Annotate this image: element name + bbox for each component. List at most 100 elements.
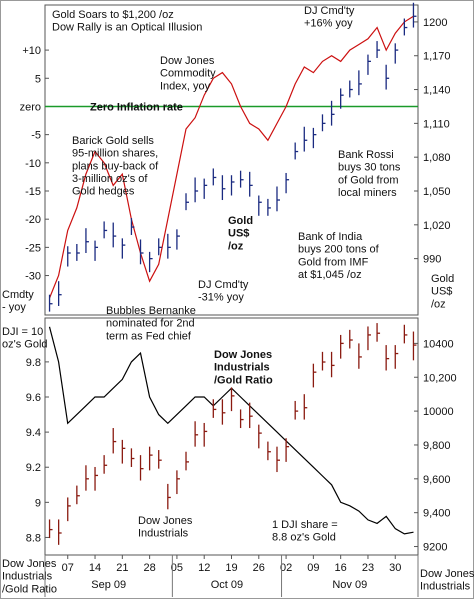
text-line: +16% yoy [304, 18, 353, 30]
y-tick-label: 9.2 [26, 462, 41, 474]
y-tick-label: zero [20, 101, 41, 113]
y2-tick-label: 990 [423, 254, 441, 266]
y-tick-label: 8.8 [26, 532, 41, 544]
y2-tick-label: 9200 [423, 542, 447, 554]
x-tick-label: 26 [253, 562, 265, 574]
series-label: Dow Jones Commodity Index, yoy [160, 55, 216, 92]
y-tick-label: 9.6 [26, 392, 41, 404]
text-line: /Gold Ratio [214, 374, 273, 386]
y-tick-label: -10 [25, 158, 41, 170]
x-tick-label: 05 [171, 562, 183, 574]
y2-axis-label: Dow Jones Industrials [420, 568, 474, 593]
annotation: Bank of India buys 200 tons of Gold from I… [298, 231, 380, 281]
annotation: Barick Gold sells 95-million shares, plans… [72, 135, 159, 198]
y-axis-label: Cmdty - yoy [2, 289, 34, 314]
text-line: /Gold Ratio [2, 583, 57, 595]
y2-tick-label: 1200 [423, 17, 447, 29]
text-line: Commodity [160, 68, 216, 80]
zero-line-label: Zero Inflation rate [90, 101, 183, 113]
y2-tick-label: 1,050 [423, 186, 451, 198]
x-tick-label: 30 [389, 562, 401, 574]
text-line: Dow Jones [420, 568, 474, 580]
text-line: 1 DJI share = [272, 519, 338, 531]
y-tick-label: -25 [25, 242, 41, 254]
text-line: Industrials [420, 581, 471, 593]
x-tick-label: 07 [62, 562, 74, 574]
x-tick-label: 28 [143, 562, 155, 574]
series-line [48, 15, 414, 299]
text-line: Dow Rally is an Optical Illusion [52, 22, 202, 34]
series-label: Gold US$/oz [228, 215, 253, 252]
text-line: Bubbles Bernanke [106, 305, 196, 317]
text-line: Bank of India [298, 231, 363, 243]
text-line: buys 30 tons [338, 162, 401, 174]
text-line: Gold [431, 273, 454, 285]
text-line: at $1,045 /oz [298, 269, 362, 281]
text-line: Industrials [138, 528, 189, 540]
month-label: Oct 09 [211, 579, 243, 591]
text-line: oz's Gold [2, 339, 48, 351]
text-line: nominated for 2nd [106, 318, 195, 330]
chart-title: Gold Soars to $1,200 /oz Dow Rally is an … [52, 9, 202, 34]
month-label: Nov 09 [332, 579, 367, 591]
text-line: local miners [338, 187, 397, 199]
y-tick-label: 9 [35, 497, 41, 509]
text-line: Industrials [2, 571, 53, 583]
text-line: Barick Gold sells [72, 135, 154, 147]
text-line: Dow Jones [160, 55, 215, 67]
x-tick-label: 09 [307, 562, 319, 574]
text-line: plans buy-back of [72, 160, 159, 172]
annotation: DJ Cmd'ty +16% yoy [304, 5, 355, 30]
y2-tick-label: 9,800 [423, 440, 451, 452]
text-line: - yoy [2, 302, 26, 314]
text-line: buys 200 tons of [298, 244, 380, 256]
x-tick-label: 14 [89, 562, 101, 574]
text-line: 8.8 oz's Gold [272, 532, 336, 544]
annotation: Bubbles Bernanke nominated for 2nd term as… [106, 305, 196, 342]
text-line: term as Fed chief [106, 330, 192, 342]
y-tick-label: -15 [25, 186, 41, 198]
annotation: DJI = 10 oz's Gold [2, 326, 48, 351]
y2-tick-label: 1,170 [423, 51, 451, 63]
text-line: DJ Cmd'ty [198, 279, 249, 291]
x-tick-label: 19 [225, 562, 237, 574]
text-line: 3-million oz's of [72, 173, 148, 185]
text-line: /oz [228, 240, 244, 252]
annotation: DJ Cmd'ty -31% yoy [198, 279, 249, 304]
text-line: /oz [431, 298, 446, 310]
text-line: Gold from IMF [298, 256, 369, 268]
annotation: 1 DJI share = 8.8 oz's Gold [272, 519, 338, 544]
text-line: Dow Jones [138, 515, 193, 527]
plot-frame [44, 4, 419, 316]
y-tick-label: -30 [25, 271, 41, 283]
text-line: Dow Jones [214, 349, 272, 361]
x-tick-label: 23 [362, 562, 374, 574]
x-tick-label: 02 [280, 562, 292, 574]
y2-tick-label: 10000 [423, 406, 454, 418]
text-line: Gold Soars to $1,200 /oz [52, 9, 174, 21]
y2-tick-label: 10,200 [423, 372, 457, 384]
month-label: Sep 09 [91, 579, 126, 591]
text-line: Cmdty [2, 289, 34, 301]
y-tick-label: -5 [31, 130, 41, 142]
text-line: -31% yoy [198, 292, 244, 304]
text-line: of Gold from [338, 174, 399, 186]
x-tick-label: 21 [116, 562, 128, 574]
y2-tick-label: 9,400 [423, 508, 451, 520]
text-line: Industrials [214, 362, 270, 374]
text-line: Dow Jones [2, 558, 57, 570]
text-line: DJI = 10 [2, 326, 43, 338]
y-tick-label: +10 [22, 45, 41, 57]
text-line: Gold hedges [72, 186, 135, 198]
y2-tick-label: 1,110 [423, 118, 450, 130]
text-line: 95-million shares, [72, 148, 158, 160]
text-line: US$ [228, 228, 249, 240]
x-tick-label: 16 [335, 562, 347, 574]
series-label: Dow Jones Industrials/Gold Ratio [214, 349, 273, 386]
series-label: Dow Jones Industrials [138, 515, 193, 540]
text-line: DJ Cmd'ty [304, 5, 355, 17]
text-line: Index, yoy [160, 80, 211, 92]
y-tick-label: 9.4 [26, 427, 41, 439]
